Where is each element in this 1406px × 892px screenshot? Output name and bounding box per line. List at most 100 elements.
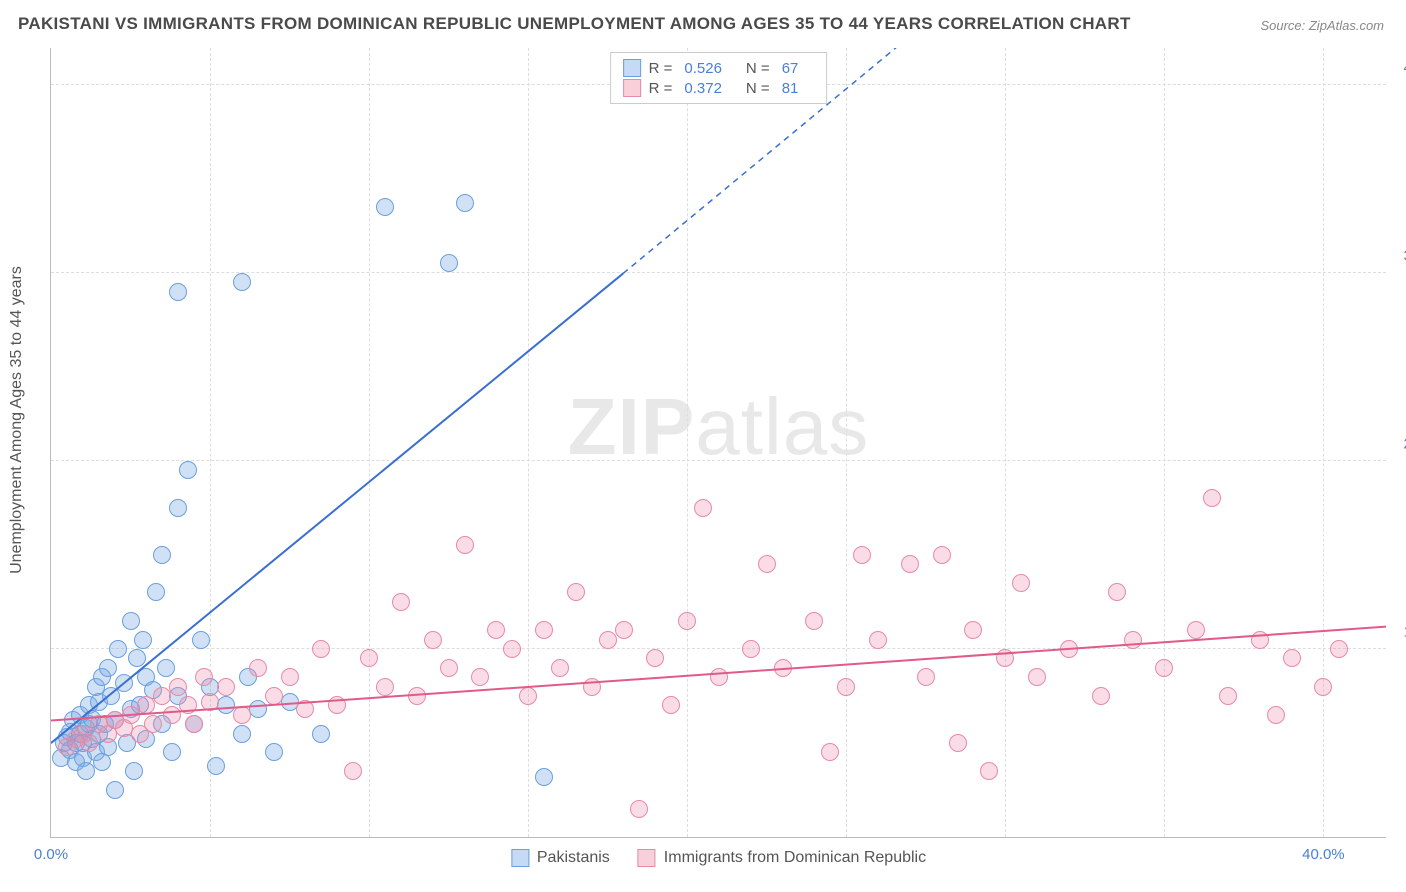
scatter-point-dominican <box>599 631 617 649</box>
scatter-point-dominican <box>901 555 919 573</box>
n-value-dominican: 81 <box>782 80 799 97</box>
scatter-point-dominican <box>1060 640 1078 658</box>
scatter-point-dominican <box>281 668 299 686</box>
scatter-point-dominican <box>392 593 410 611</box>
chart-title: PAKISTANI VS IMMIGRANTS FROM DOMINICAN R… <box>18 14 1131 34</box>
scatter-point-pakistanis <box>207 757 225 775</box>
scatter-point-dominican <box>1092 687 1110 705</box>
scatter-point-pakistanis <box>376 198 394 216</box>
scatter-point-pakistanis <box>134 631 152 649</box>
scatter-point-pakistanis <box>128 649 146 667</box>
scatter-point-pakistanis <box>249 700 267 718</box>
legend-swatch-pakistanis <box>623 59 641 77</box>
legend-label-dominican: Immigrants from Dominican Republic <box>664 849 926 867</box>
scatter-point-dominican <box>678 612 696 630</box>
scatter-point-dominican <box>742 640 760 658</box>
scatter-point-dominican <box>996 649 1014 667</box>
scatter-point-pakistanis <box>153 546 171 564</box>
scatter-point-dominican <box>424 631 442 649</box>
scatter-point-dominican <box>328 696 346 714</box>
scatter-point-dominican <box>821 743 839 761</box>
scatter-point-dominican <box>344 762 362 780</box>
scatter-point-pakistanis <box>147 583 165 601</box>
legend-label-pakistanis: Pakistanis <box>537 849 610 867</box>
scatter-point-dominican <box>535 621 553 639</box>
scatter-point-dominican <box>615 621 633 639</box>
scatter-point-pakistanis <box>233 273 251 291</box>
scatter-point-dominican <box>122 706 140 724</box>
scatter-point-dominican <box>1155 659 1173 677</box>
scatter-point-dominican <box>630 800 648 818</box>
scatter-point-dominican <box>551 659 569 677</box>
gridline-v <box>1005 48 1006 837</box>
scatter-point-dominican <box>1203 489 1221 507</box>
scatter-point-dominican <box>646 649 664 667</box>
scatter-point-dominican <box>1267 706 1285 724</box>
scatter-point-dominican <box>774 659 792 677</box>
scatter-point-pakistanis <box>440 254 458 272</box>
scatter-point-dominican <box>312 640 330 658</box>
scatter-point-dominican <box>1283 649 1301 667</box>
scatter-point-dominican <box>805 612 823 630</box>
scatter-point-pakistanis <box>169 499 187 517</box>
scatter-point-dominican <box>169 678 187 696</box>
scatter-point-dominican <box>758 555 776 573</box>
scatter-point-dominican <box>567 583 585 601</box>
legend-correlation: R = 0.526 N = 67 R = 0.372 N = 81 <box>610 52 828 104</box>
scatter-point-dominican <box>144 715 162 733</box>
scatter-point-dominican <box>487 621 505 639</box>
scatter-point-dominican <box>195 668 213 686</box>
n-value-pakistanis: 67 <box>782 60 799 77</box>
gridline-v <box>1323 48 1324 837</box>
scatter-point-pakistanis <box>157 659 175 677</box>
scatter-point-pakistanis <box>456 194 474 212</box>
scatter-point-dominican <box>408 687 426 705</box>
gridline-v <box>846 48 847 837</box>
gridline-h <box>51 648 1386 649</box>
trendlines <box>51 48 1386 837</box>
scatter-point-dominican <box>917 668 935 686</box>
scatter-point-dominican <box>853 546 871 564</box>
scatter-point-pakistanis <box>535 768 553 786</box>
r-label: R = <box>649 80 673 97</box>
scatter-point-dominican <box>201 693 219 711</box>
scatter-point-dominican <box>360 649 378 667</box>
scatter-point-dominican <box>153 687 171 705</box>
gridline-v <box>687 48 688 837</box>
scatter-point-dominican <box>964 621 982 639</box>
scatter-point-dominican <box>1187 621 1205 639</box>
scatter-point-dominican <box>710 668 728 686</box>
scatter-point-dominican <box>163 706 181 724</box>
scatter-point-dominican <box>503 640 521 658</box>
scatter-point-dominican <box>694 499 712 517</box>
scatter-point-dominican <box>265 687 283 705</box>
scatter-point-pakistanis <box>233 725 251 743</box>
scatter-point-dominican <box>179 696 197 714</box>
r-value-dominican: 0.372 <box>684 80 722 97</box>
scatter-point-dominican <box>233 706 251 724</box>
legend-swatch-dominican <box>638 849 656 867</box>
scatter-point-dominican <box>249 659 267 677</box>
legend-swatch-pakistanis <box>511 849 529 867</box>
gridline-h <box>51 272 1386 273</box>
scatter-point-dominican <box>1251 631 1269 649</box>
scatter-point-dominican <box>519 687 537 705</box>
scatter-point-dominican <box>456 536 474 554</box>
gridline-v <box>210 48 211 837</box>
scatter-point-dominican <box>933 546 951 564</box>
r-value-pakistanis: 0.526 <box>684 60 722 77</box>
gridline-h <box>51 460 1386 461</box>
gridline-v <box>1164 48 1165 837</box>
scatter-point-dominican <box>1330 640 1348 658</box>
scatter-point-pakistanis <box>93 753 111 771</box>
scatter-point-dominican <box>949 734 967 752</box>
x-tick-label: 40.0% <box>1302 846 1345 863</box>
scatter-point-dominican <box>980 762 998 780</box>
y-axis-label: Unemployment Among Ages 35 to 44 years <box>8 266 26 574</box>
scatter-point-dominican <box>137 696 155 714</box>
trendline-pakistanis <box>51 273 623 743</box>
scatter-point-pakistanis <box>122 612 140 630</box>
scatter-point-pakistanis <box>77 762 95 780</box>
legend-swatch-dominican <box>623 79 641 97</box>
scatter-point-dominican <box>296 700 314 718</box>
